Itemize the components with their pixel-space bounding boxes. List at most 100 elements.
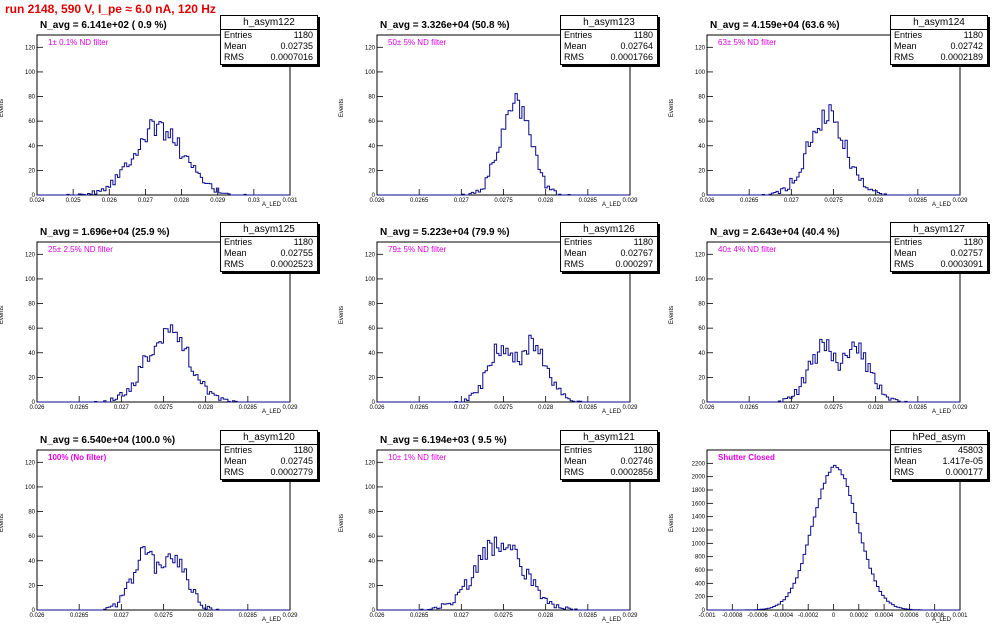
stat-row-rms: RMS 0.0002189: [891, 52, 987, 63]
x-tick-label: 0.026: [29, 405, 45, 411]
y-tick-label: 60: [28, 119, 35, 125]
y-tick-label: 120: [365, 45, 376, 51]
x-tick-label: 0.028: [538, 613, 554, 619]
y-tick-label: 60: [368, 534, 375, 540]
histogram-name: h_asym121: [561, 431, 657, 445]
stat-label: RMS: [224, 467, 244, 477]
stat-label: Mean: [564, 456, 587, 466]
histogram-grid: 0.024 0.025 0.026 0.027 0.028 0.029 0.03 0.031 0…: [0, 15, 995, 623]
histogram-name: h_asym126: [561, 223, 657, 237]
x-tick-label: -0.001: [698, 613, 716, 619]
stat-label: Entries: [224, 445, 253, 455]
stat-value: 1180: [633, 237, 653, 247]
stat-value: 0.02746: [620, 456, 653, 466]
histogram-plot: 0.026 0.0265 0.027 0.0275 0.028 0.0285 0.029 0 2…: [25, 449, 298, 619]
histogram-line: [37, 324, 290, 403]
x-tick-label: 0.027: [454, 613, 470, 619]
x-tick-label: 0.03: [248, 198, 260, 204]
y-tick-label: 1600: [692, 501, 706, 507]
y-tick-label: 400: [695, 581, 706, 587]
x-axis-label: A_LED: [602, 617, 622, 623]
histogram-panel: 0.026 0.0265 0.027 0.0275 0.028 0.0285 0.029 0 2…: [339, 430, 665, 635]
y-tick-label: 120: [365, 252, 376, 258]
y-tick-label: 20: [28, 168, 35, 174]
filter-label: 10± 1% ND filter: [388, 453, 447, 462]
x-tick-label: 0.028: [868, 198, 884, 204]
stat-label: Mean: [224, 41, 247, 51]
stat-row-rms: RMS 0.0002856: [561, 467, 657, 478]
stat-label: Mean: [894, 456, 917, 466]
stat-value: 0.0001766: [610, 52, 653, 62]
x-tick-label: 0.026: [699, 405, 715, 411]
y-tick-label: 0: [702, 608, 706, 614]
stats-box: hPed_asym Entries 45803 Mean 1.417e-05 RMS 0.0…: [890, 430, 988, 480]
y-tick-label: 40: [28, 559, 35, 565]
y-axis-label-text: Events: [0, 98, 6, 118]
y-tick-label: 1400: [692, 515, 706, 521]
y-tick-label: 40: [368, 144, 375, 150]
x-tick-label: -0.0006: [747, 613, 768, 619]
x-tick-label: 0.0004: [875, 613, 894, 619]
y-tick-label: 0: [372, 193, 376, 199]
plot-frame: [36, 34, 291, 196]
stat-row-mean: Mean 0.02735: [221, 41, 317, 52]
stat-row-mean: Mean 0.02767: [561, 248, 657, 259]
x-tick-label: -0.0008: [722, 613, 743, 619]
x-tick-label: 0.028: [538, 405, 554, 411]
x-tick-label: 0.0006: [900, 613, 919, 619]
stat-value: 0.0007016: [270, 52, 313, 62]
stat-label: Mean: [224, 456, 247, 466]
x-tick-label: 0.028: [868, 405, 884, 411]
stat-label: Entries: [894, 445, 923, 455]
stat-row-rms: RMS 0.0003091: [891, 259, 987, 270]
stat-value: 1180: [963, 237, 983, 247]
y-axis-label: Events: [669, 450, 693, 610]
x-tick-label: 0.0285: [239, 405, 258, 411]
stat-row-rms: RMS 0.0002523: [221, 259, 317, 270]
histogram-name: h_asym123: [561, 16, 657, 30]
y-axis-label: Events: [0, 450, 23, 610]
stat-value: 0.02757: [950, 248, 983, 258]
stat-value: 0.02742: [950, 41, 983, 51]
stat-value: 1180: [293, 445, 313, 455]
stat-row-entries: Entries 1180: [891, 30, 987, 41]
x-tick-label: 0.026: [29, 613, 45, 619]
x-tick-label: 0.026: [102, 198, 118, 204]
y-tick-label: 60: [698, 326, 705, 332]
y-axis-label: Events: [339, 35, 363, 195]
x-tick-label: 0.0265: [740, 198, 759, 204]
histogram-plot: 0.026 0.0265 0.027 0.0275 0.028 0.0285 0.029 0 2…: [365, 241, 638, 411]
y-axis-label-text: Events: [0, 513, 6, 533]
x-tick-label: 0.0275: [494, 405, 513, 411]
histogram-plot: 0.026 0.0265 0.027 0.0275 0.028 0.0285 0.029 0 2…: [695, 241, 968, 411]
histogram-name: h_asym124: [891, 16, 987, 30]
navg-label: N_avg = 6.540e+04 (100.0 %): [40, 435, 176, 446]
y-tick-label: 0: [32, 608, 36, 614]
x-tick-label: -0.0002: [798, 613, 819, 619]
y-tick-label: 40: [698, 144, 705, 150]
x-tick-label: 0.0265: [740, 405, 759, 411]
stat-row-mean: Mean 0.02757: [891, 248, 987, 259]
stat-label: Entries: [224, 237, 253, 247]
histogram-plot: 0.026 0.0265 0.027 0.0275 0.028 0.0285 0.029 0 2…: [25, 241, 298, 411]
y-tick-label: 20: [368, 583, 375, 589]
stat-row-entries: Entries 1180: [221, 445, 317, 456]
filter-label: 100% (No filter): [48, 453, 107, 462]
y-tick-label: 0: [372, 608, 376, 614]
histogram-panel: 0.026 0.0265 0.027 0.0275 0.028 0.0285 0.029 0 2…: [669, 222, 995, 427]
x-tick-label: 0.0265: [70, 405, 89, 411]
x-tick-label: 0.0002: [850, 613, 869, 619]
stat-row-entries: Entries 1180: [221, 237, 317, 248]
navg-label: N_avg = 4.159e+04 (63.6 %): [710, 20, 840, 31]
stat-label: RMS: [564, 259, 584, 269]
histogram-name: h_asym120: [221, 431, 317, 445]
x-tick-label: 0.025: [66, 198, 82, 204]
y-tick-label: 40: [28, 351, 35, 357]
x-tick-label: 0.029: [622, 198, 638, 204]
y-axis-label-text: Events: [669, 513, 676, 533]
stat-row-entries: Entries 45803: [891, 445, 987, 456]
x-tick-label: 0.027: [114, 613, 130, 619]
navg-label: N_avg = 1.696e+04 (25.9 %): [40, 227, 170, 238]
y-tick-label: 0: [32, 193, 36, 199]
stat-value: 0.02735: [280, 41, 313, 51]
